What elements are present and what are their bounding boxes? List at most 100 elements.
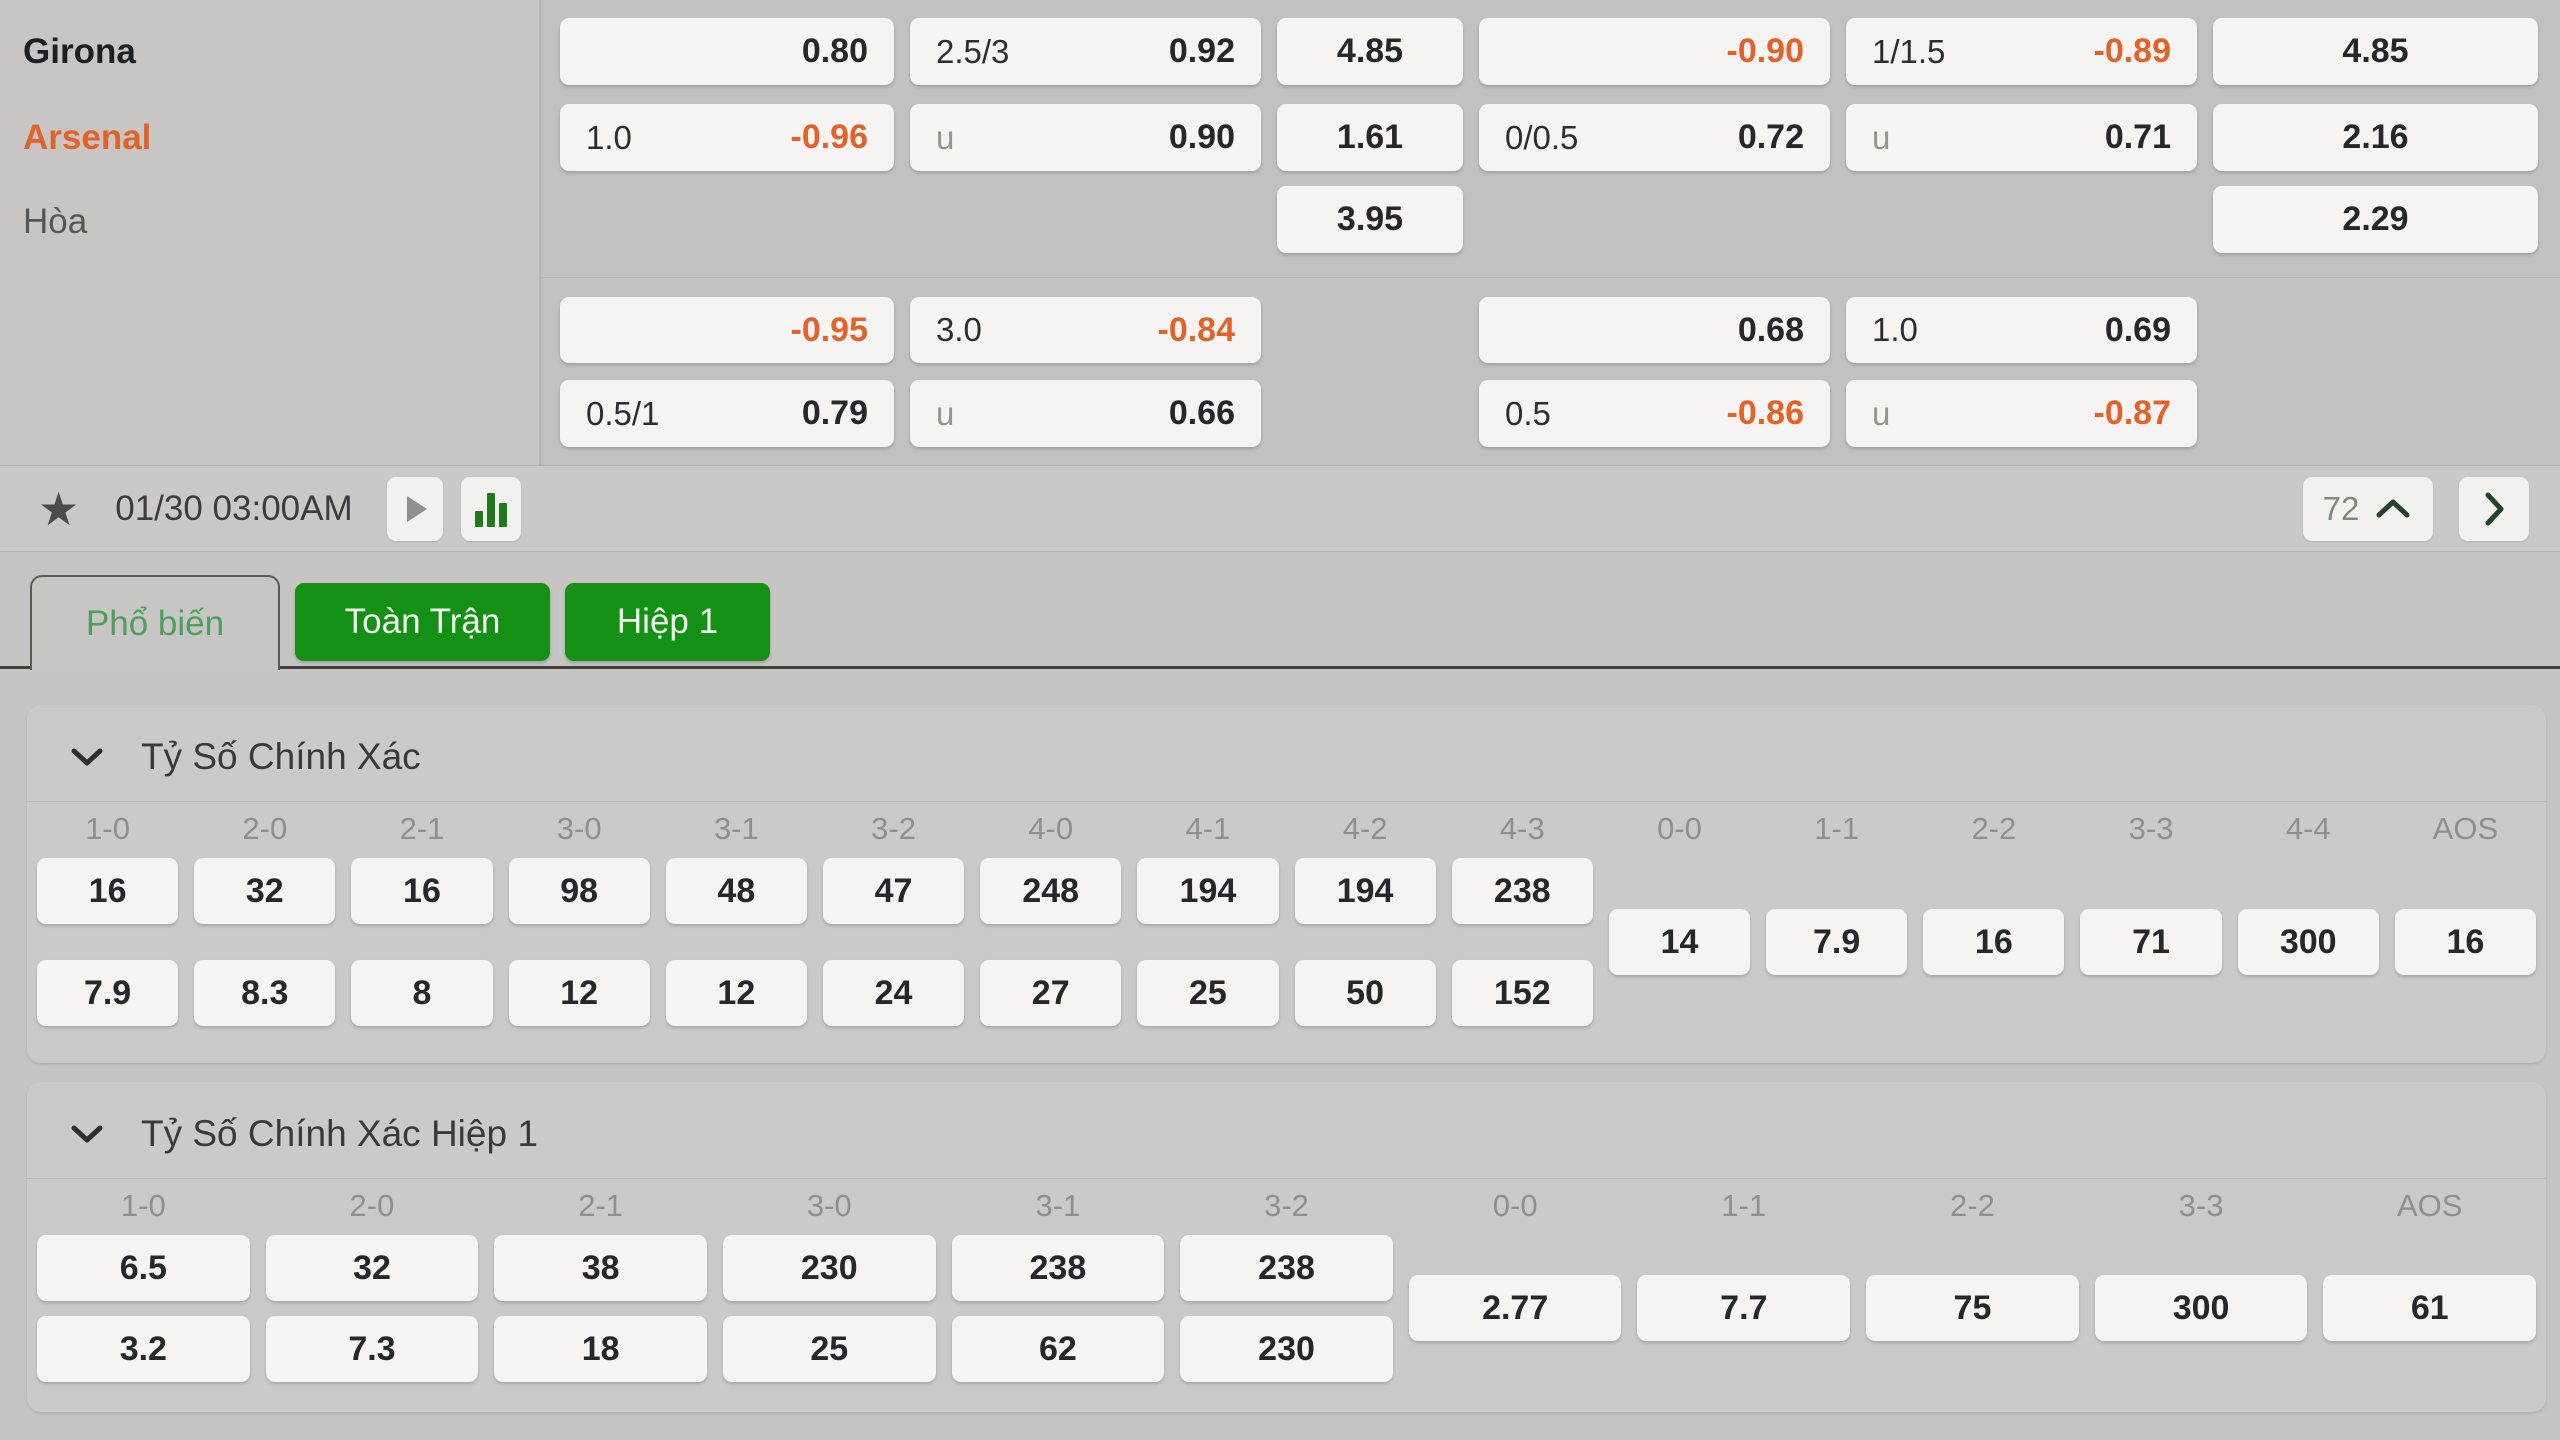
score-odds-single[interactable]: 75 [1866,1275,2079,1341]
correct-score-header[interactable]: Tỷ Số Chính Xác [27,705,2546,781]
score-label: AOS [2396,1188,2463,1223]
odds-cell-hdp-home[interactable]: 0.80 [560,18,894,85]
favorite-star-icon[interactable]: ★ [38,482,80,535]
score-column: 3-0 230 25 [722,1183,936,1382]
odds-cell-ou-line2-under[interactable]: u 0.66 [910,380,1261,447]
score-odds-single[interactable]: 300 [2237,909,2379,975]
score-odds-single[interactable]: 7.9 [1766,909,1908,975]
score-odds-top[interactable]: 16 [351,858,493,924]
score-label: 4-2 [1342,811,1388,846]
odds-cell-ou2-line2-under[interactable]: u -0.87 [1846,380,2197,447]
odds-cell-1x2b-away[interactable]: 2.16 [2213,104,2538,171]
score-column: 3-1 238 62 [951,1183,1165,1382]
tab-full-match[interactable]: Toàn Trận [295,583,550,661]
odds-cell-1x2-away[interactable]: 1.61 [1277,104,1463,171]
score-odds-bottom[interactable]: 8 [351,960,493,1026]
odds-cell-ou2-under[interactable]: u 0.71 [1846,104,2197,171]
odds-cell-ou2-over[interactable]: 1/1.5 -0.89 [1846,18,2197,85]
odds-cell-hdp-away[interactable]: 1.0 -0.96 [560,104,894,171]
play-icon [406,495,427,522]
score-label: 1-1 [1814,811,1860,846]
score-odds-bottom[interactable]: 25 [1137,960,1279,1026]
odds-cell-1x2-home[interactable]: 4.85 [1277,18,1463,85]
score-label: 4-4 [2285,811,2331,846]
score-column: 4-4 300 [2237,806,2379,1026]
score-label: 3-3 [2128,811,2174,846]
score-odds-top[interactable]: 98 [508,858,650,924]
market-tabs: Phổ biến Toàn Trận Hiệp 1 [0,552,2560,670]
odds-cell-1x2-draw[interactable]: 3.95 [1277,186,1463,253]
score-odds-bottom[interactable]: 18 [494,1316,707,1382]
score-odds-top[interactable]: 32 [194,858,336,924]
chevron-down-icon [71,748,103,766]
score-odds-single[interactable]: 61 [2323,1275,2537,1341]
tab-popular[interactable]: Phổ biến [30,575,280,670]
odds-cell-hdp2-line2-home[interactable]: 0.68 [1479,297,1830,363]
odds-cell-ou2-line2-over[interactable]: 1.0 0.69 [1846,297,2197,363]
score-odds-bottom[interactable]: 50 [1294,960,1436,1026]
score-odds-bottom[interactable]: 7.3 [265,1316,479,1382]
score-odds-top[interactable]: 194 [1137,858,1279,924]
score-odds-single[interactable]: 16 [1923,909,2065,975]
score-odds-single[interactable]: 2.77 [1408,1275,1622,1341]
odds-cell-hdp-line2-home[interactable]: -0.95 [560,297,894,363]
score-column: 2-2 16 [1923,806,2065,1026]
score-odds-top[interactable]: 230 [722,1235,936,1301]
score-odds-top[interactable]: 238 [951,1235,1165,1301]
score-odds-single[interactable]: 14 [1608,909,1751,975]
bar-chart-icon [474,510,483,527]
score-odds-top[interactable]: 47 [822,858,965,924]
score-odds-bottom[interactable]: 7.9 [37,960,179,1026]
live-play-button[interactable] [386,476,443,541]
section-title: Tỷ Số Chính Xác Hiệp 1 [141,1113,538,1154]
odds-cell-1x2b-home[interactable]: 4.85 [2213,18,2538,85]
odds-cell-ou-over[interactable]: 2.5/3 0.92 [910,18,1261,85]
section-separator [27,1178,2546,1179]
score-odds-top[interactable]: 48 [665,858,807,924]
draw-label: Hòa [23,202,88,241]
odds-cell-ou-under[interactable]: u 0.90 [910,104,1261,171]
score-odds-single[interactable]: 300 [2094,1275,2308,1341]
score-odds-top[interactable]: 238 [1451,858,1593,924]
odds-cell-1x2b-draw[interactable]: 2.29 [2213,186,2538,253]
score-odds-top[interactable]: 238 [1180,1235,1393,1301]
odds-cell-hdp2-away[interactable]: 0/0.5 0.72 [1479,104,1830,171]
odds-cell-ou-line2-over[interactable]: 3.0 -0.84 [910,297,1261,363]
score-column: AOS 61 [2323,1183,2537,1382]
score-odds-top[interactable]: 194 [1294,858,1436,924]
score-label: 2-2 [1971,811,2017,846]
score-column: 3-2 47 24 [822,806,965,1026]
score-odds-bottom[interactable]: 24 [822,960,965,1026]
correct-score-h1-header[interactable]: Tỷ Số Chính Xác Hiệp 1 [27,1082,2546,1158]
score-column: 3-3 71 [2080,806,2222,1026]
tab-half-1[interactable]: Hiệp 1 [565,583,770,661]
score-label: 3-2 [1264,1188,1309,1223]
score-odds-single[interactable]: 7.7 [1637,1275,1851,1341]
score-odds-bottom[interactable]: 27 [980,960,1122,1026]
score-odds-bottom[interactable]: 8.3 [194,960,336,1026]
score-odds-bottom[interactable]: 3.2 [37,1316,250,1382]
score-odds-bottom[interactable]: 25 [722,1316,936,1382]
score-odds-top[interactable]: 32 [265,1235,479,1301]
statistics-button[interactable] [460,476,521,541]
score-odds-bottom[interactable]: 230 [1180,1316,1393,1382]
score-odds-single[interactable]: 16 [2394,909,2536,975]
score-column: 3-0 98 12 [508,806,650,1026]
odds-cell-hdp2-line2-away[interactable]: 0.5 -0.86 [1479,380,1830,447]
score-odds-bottom[interactable]: 152 [1451,960,1593,1026]
match-odds-section: Girona Arsenal Hòa 0.80 2.5/3 0.92 4.85 -… [0,0,2560,466]
score-odds-top[interactable]: 38 [494,1235,707,1301]
score-odds-top[interactable]: 6.5 [37,1235,250,1301]
score-odds-bottom[interactable]: 12 [665,960,807,1026]
odds-cell-hdp-line2-away[interactable]: 0.5/1 0.79 [560,380,894,447]
section-title: Tỷ Số Chính Xác [141,736,421,777]
score-odds-top[interactable]: 248 [980,858,1122,924]
score-odds-top[interactable]: 16 [37,858,179,924]
score-odds-single[interactable]: 71 [2080,909,2222,975]
odds-cell-hdp2-home[interactable]: -0.90 [1479,18,1830,85]
chevron-right-icon [2485,492,2504,525]
score-odds-bottom[interactable]: 62 [951,1316,1165,1382]
next-match-button[interactable] [2459,476,2529,541]
score-odds-bottom[interactable]: 12 [508,960,650,1026]
market-count-collapse-button[interactable]: 72 [2303,476,2433,541]
